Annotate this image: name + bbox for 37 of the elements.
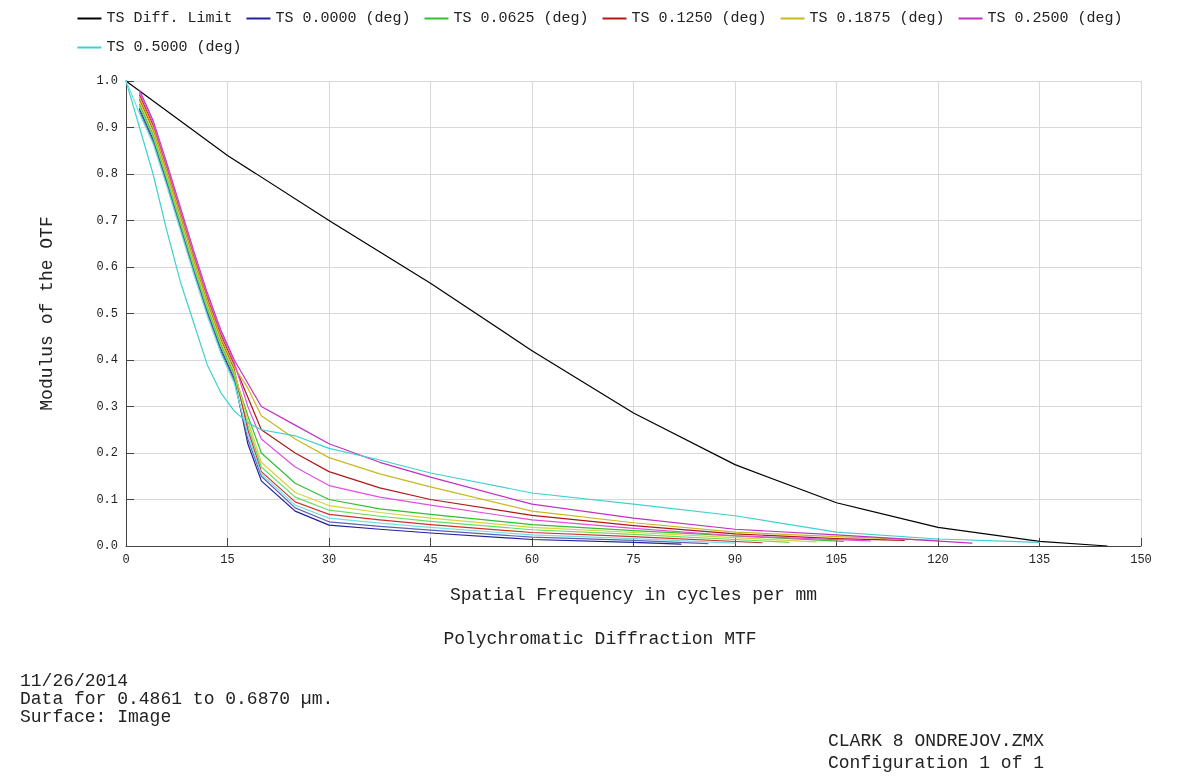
y-tick-label: 0.1 — [96, 492, 118, 507]
y-tick-label: 0.0 — [96, 539, 118, 553]
legend-label: TS Diff. Limit — [106, 10, 233, 27]
x-tick-label: 150 — [1130, 553, 1152, 567]
x-tick-label: 75 — [626, 553, 641, 567]
x-axis-title: Spatial Frequency in cycles per mm — [449, 585, 818, 605]
y-tick-label: 1.0 — [96, 74, 118, 88]
legend-label: TS 0.1250 (deg) — [631, 10, 767, 27]
text: Data for 0.4861 to 0.6870 µm. — [20, 689, 334, 709]
legend-label: TS 0.0000 (deg) — [275, 10, 411, 27]
y-tick-label: 0.4 — [96, 353, 118, 367]
text: Polychromatic Diffraction MTF — [443, 629, 757, 649]
x-tick-label: 90 — [727, 553, 743, 567]
text: Configuration 1 of 1 — [828, 753, 1045, 773]
x-tick-label: 0 — [122, 553, 130, 567]
legend-label: TS 0.0625 (deg) — [453, 10, 589, 27]
y-tick-label: 0.6 — [96, 260, 118, 274]
y-axis-title: Modulus of the OTF — [37, 216, 57, 411]
x-tick-label: 60 — [524, 553, 540, 567]
legend-label: TS 0.5000 (deg) — [106, 39, 242, 56]
y-tick-label: 0.7 — [96, 213, 118, 228]
legend-label: TS 0.2500 (deg) — [987, 10, 1123, 27]
legend-label: TS 0.1875 (deg) — [809, 10, 945, 27]
text: CLARK 8 ONDREJOV.ZMX — [828, 731, 1045, 751]
y-tick-label: 0.9 — [96, 120, 118, 135]
y-tick-label: 0.5 — [96, 306, 118, 321]
text: 11/26/2014 — [20, 671, 129, 691]
x-tick-label: 135 — [1028, 553, 1051, 567]
x-tick-label: 45 — [423, 553, 438, 567]
x-tick-label: 120 — [927, 553, 949, 567]
x-tick-label: 30 — [321, 553, 337, 567]
y-tick-label: 0.8 — [96, 167, 118, 181]
y-tick-label: 0.2 — [96, 446, 118, 460]
x-tick-label: 105 — [825, 553, 848, 567]
text: Surface: Image — [20, 707, 172, 727]
y-tick-label: 0.3 — [96, 399, 118, 414]
x-tick-label: 15 — [220, 553, 235, 567]
